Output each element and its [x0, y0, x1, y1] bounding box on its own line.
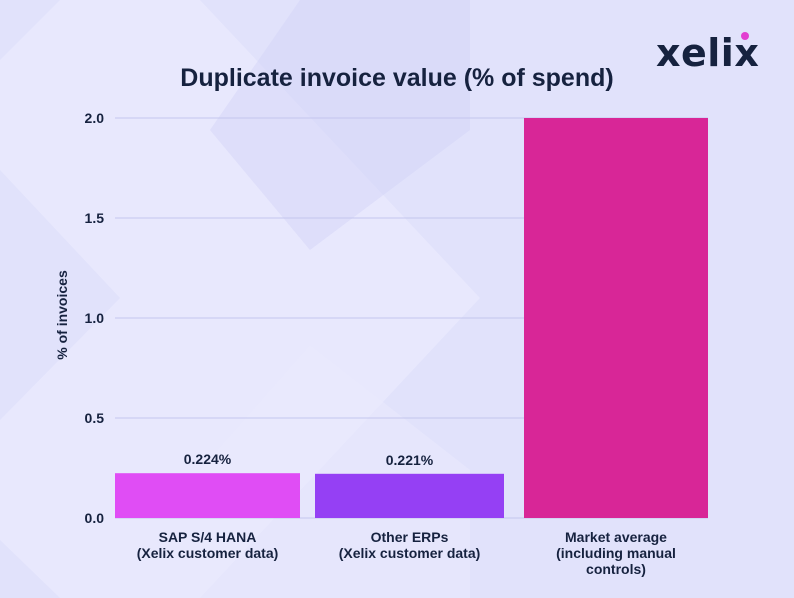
x-category-line: SAP S/4 HANA: [159, 529, 257, 545]
chart-title: Duplicate invoice value (% of spend): [180, 64, 613, 92]
x-category-line: Market average: [565, 529, 667, 545]
logo-dot: [741, 32, 749, 40]
x-category-line: (Xelix customer data): [137, 545, 279, 561]
y-tick-label: 1.5: [85, 210, 105, 226]
y-tick-label: 1.0: [85, 310, 105, 326]
y-axis-ticks: 0.0 0.5 1.0 1.5 2.0: [85, 110, 105, 526]
y-tick-label: 0.0: [85, 510, 105, 526]
x-category-label: SAP S/4 HANA (Xelix customer data): [137, 529, 279, 561]
bar: [524, 118, 708, 518]
x-category-line: controls): [586, 561, 646, 577]
x-axis-categories: SAP S/4 HANA (Xelix customer data)Other E…: [137, 529, 676, 577]
y-axis-label: % of invoices: [54, 270, 70, 360]
x-category-line: (Xelix customer data): [339, 545, 481, 561]
data-labels: 0.224% 0.221%: [184, 451, 434, 468]
bar: [315, 473, 504, 518]
x-category-line: (including manual: [556, 545, 676, 561]
y-tick-label: 2.0: [85, 110, 105, 126]
x-category-label: Market average (including manual controls): [556, 529, 676, 577]
bar: [115, 473, 300, 518]
bars: [115, 118, 708, 518]
y-tick-label: 0.5: [85, 410, 105, 426]
x-category-line: Other ERPs: [371, 529, 449, 545]
data-label: 0.224%: [184, 451, 232, 467]
xelix-logo: xelix: [656, 28, 766, 78]
x-category-label: Other ERPs (Xelix customer data): [339, 529, 481, 561]
data-label: 0.221%: [386, 452, 434, 468]
